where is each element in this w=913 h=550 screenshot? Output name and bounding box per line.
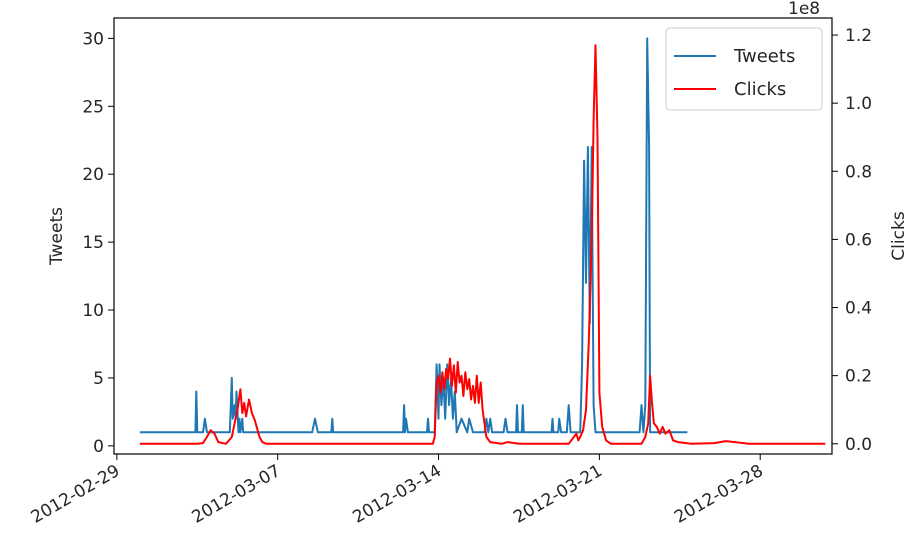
legend-label-clicks: Clicks: [734, 79, 786, 100]
y-right-tick-label: 0.6: [845, 230, 872, 250]
y-right-tick-label: 0.4: [845, 299, 872, 319]
x-tick-label: 2012-03-21: [510, 461, 606, 528]
series-line-clicks: [139, 44, 826, 445]
y-left-tick-label: 25: [82, 97, 104, 117]
y-axis-right: 0.0 0.2 0.4 0.6 0.8 1.0 1.2: [832, 26, 872, 455]
x-tick-label: 2012-02-29: [28, 461, 124, 528]
y-left-tick-label: 15: [82, 233, 104, 253]
x-tick-label: 2012-03-28: [671, 461, 767, 528]
y-right-offset-text: 1e8: [788, 0, 820, 19]
y-left-tick-label: 10: [82, 301, 104, 321]
x-tick-label: 2012-03-07: [189, 461, 285, 528]
y-right-tick-label: 1.0: [845, 94, 872, 114]
y-right-label: Clicks: [889, 211, 909, 261]
series-line-tweets: [139, 37, 688, 434]
x-axis: 2012-02-29 2012-03-07 2012-03-14 2012-03-21…: [28, 454, 767, 528]
y-right-tick-label: 1.2: [845, 26, 872, 46]
y-right-tick-label: 0.2: [845, 367, 872, 387]
y-left-tick-label: 30: [82, 29, 104, 49]
plot-series: [139, 37, 826, 445]
plot-frame: [113, 17, 833, 455]
y-left-tick-label: 5: [93, 369, 104, 389]
legend-label-tweets: Tweets: [733, 46, 795, 67]
y-axis-left: 0 5 10 15 20 25 30: [82, 29, 114, 457]
y-left-tick-label: 0: [93, 437, 104, 457]
x-tick-label: 2012-03-14: [349, 461, 445, 528]
legend: Tweets Clicks: [665, 27, 823, 111]
y-left-label: Tweets: [47, 207, 67, 266]
y-right-tick-label: 0.0: [845, 435, 872, 455]
y-left-tick-label: 20: [82, 165, 104, 185]
y-right-tick-label: 0.8: [845, 162, 872, 182]
